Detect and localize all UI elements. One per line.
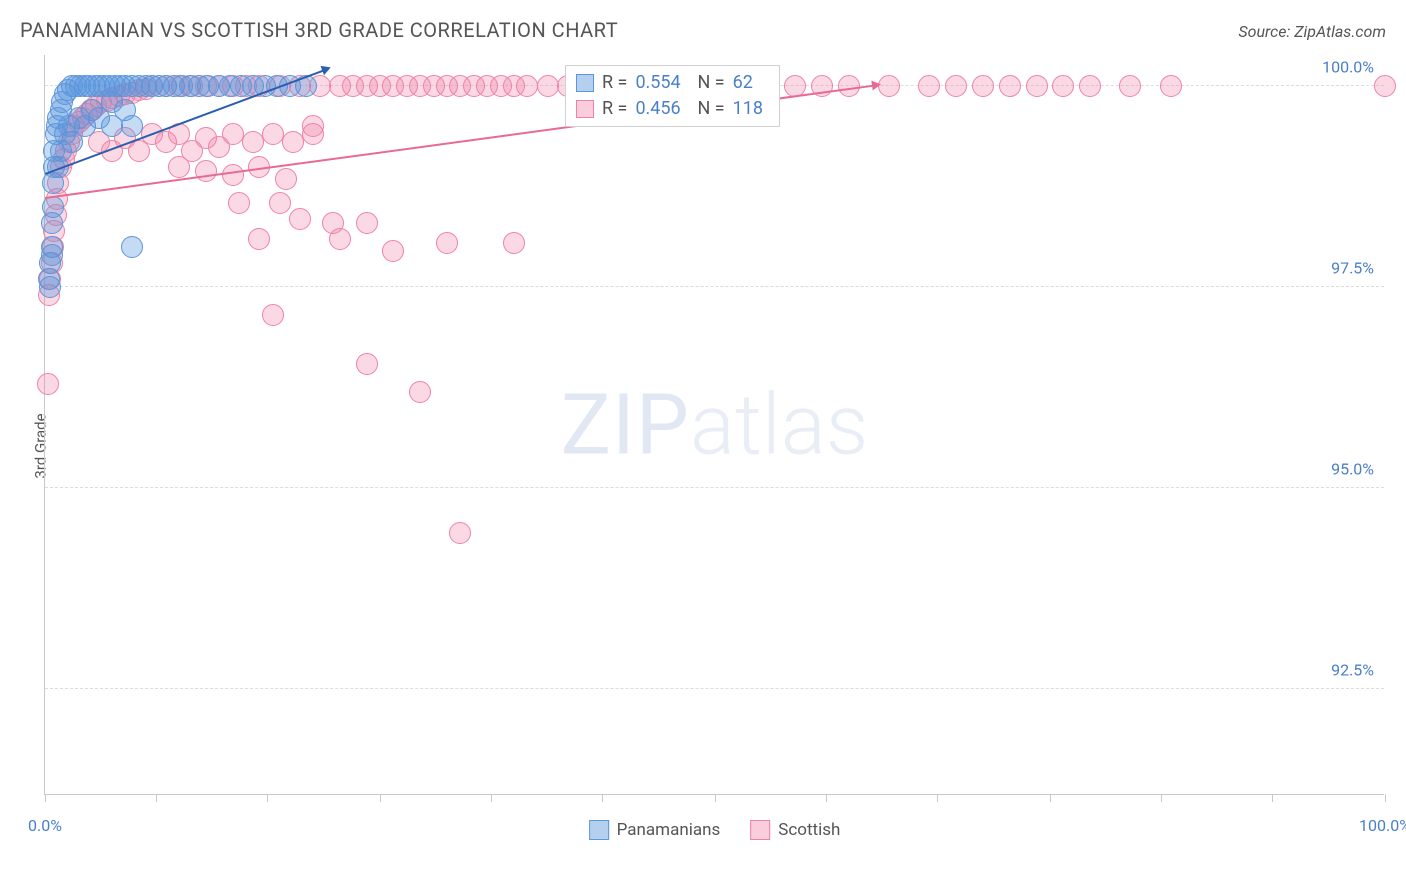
x-tick <box>1385 794 1386 802</box>
x-tick <box>1272 794 1273 802</box>
stat-n-value: 62 <box>733 70 769 96</box>
stat-swatch <box>576 100 594 118</box>
watermark-part2: atlas <box>690 375 869 474</box>
x-tick <box>491 794 492 802</box>
data-point <box>918 75 940 97</box>
chart-title: PANAMANIAN VS SCOTTISH 3RD GRADE CORRELA… <box>20 18 618 42</box>
data-point <box>262 304 284 326</box>
trend-arrow <box>321 63 333 76</box>
x-tick <box>156 794 157 802</box>
chart-header: PANAMANIAN VS SCOTTISH 3RD GRADE CORRELA… <box>0 0 1406 50</box>
data-point <box>409 381 431 403</box>
legend-item: Scottish <box>750 820 840 840</box>
legend-item: Panamanians <box>589 820 721 840</box>
legend-swatch <box>750 820 770 840</box>
data-point <box>228 192 250 214</box>
watermark: ZIPatlas <box>561 375 869 474</box>
data-point <box>282 131 304 153</box>
stat-r-label: R = <box>602 96 627 122</box>
x-tick <box>267 794 268 802</box>
data-point <box>269 192 291 214</box>
data-point <box>356 353 378 375</box>
legend-label: Panamanians <box>617 820 721 840</box>
data-point <box>41 244 63 266</box>
data-point <box>248 228 270 250</box>
stat-n-label: N = <box>697 96 724 122</box>
data-point <box>289 208 311 230</box>
x-tick <box>1050 794 1051 802</box>
x-tick <box>1161 794 1162 802</box>
data-point <box>168 156 190 178</box>
stat-r-value: 0.456 <box>635 96 689 122</box>
data-point <box>503 232 525 254</box>
x-tick <box>45 794 46 802</box>
plot-area: ZIPatlas PanamaniansScottish 92.5%95.0%9… <box>44 55 1384 795</box>
data-point <box>999 75 1021 97</box>
y-tick-label: 97.5% <box>1331 259 1374 278</box>
stat-r-value: 0.554 <box>635 70 689 96</box>
data-point <box>242 131 264 153</box>
legend-label: Scottish <box>778 820 840 840</box>
data-point <box>222 164 244 186</box>
stat-r-label: R = <box>602 70 627 96</box>
stat-row: R = 0.456 N = 118 <box>576 96 769 122</box>
data-point <box>382 240 404 262</box>
data-point <box>1079 75 1101 97</box>
x-tick <box>826 794 827 802</box>
data-point <box>39 276 61 298</box>
y-tick-label: 92.5% <box>1331 661 1374 680</box>
x-tick <box>380 794 381 802</box>
gridline <box>45 487 1384 488</box>
data-point <box>262 123 284 145</box>
trend-arrow <box>871 80 881 91</box>
y-tick-label: 100.0% <box>1322 58 1374 77</box>
x-tick-label: 0.0% <box>28 816 62 835</box>
data-point <box>302 123 324 145</box>
data-point <box>1374 75 1396 97</box>
correlation-stat-box: R = 0.554 N = 62 R = 0.456 N = 118 <box>565 65 780 127</box>
y-tick-label: 95.0% <box>1331 460 1374 479</box>
data-point <box>1026 75 1048 97</box>
data-point <box>37 373 59 395</box>
data-point <box>537 75 559 97</box>
legend-swatch <box>589 820 609 840</box>
x-tick <box>602 794 603 802</box>
data-point <box>42 196 64 218</box>
gridline <box>45 286 1384 287</box>
watermark-part1: ZIP <box>561 375 690 474</box>
data-point <box>516 75 538 97</box>
x-tick <box>715 794 716 802</box>
data-point <box>356 212 378 234</box>
stat-n-value: 118 <box>733 96 769 122</box>
data-point <box>1052 75 1074 97</box>
stat-row: R = 0.554 N = 62 <box>576 70 769 96</box>
data-point <box>878 75 900 97</box>
data-point <box>449 522 471 544</box>
data-point <box>121 236 143 258</box>
data-point <box>275 168 297 190</box>
data-point <box>1160 75 1182 97</box>
data-point <box>945 75 967 97</box>
chart-source: Source: ZipAtlas.com <box>1238 22 1386 41</box>
data-point <box>436 232 458 254</box>
legend: Panamanians Scottish <box>589 820 841 840</box>
data-point <box>1119 75 1141 97</box>
data-point <box>329 228 351 250</box>
data-point <box>121 115 143 137</box>
x-tick-label: 100.0% <box>1359 816 1406 835</box>
stat-n-label: N = <box>697 70 724 96</box>
data-point <box>222 123 244 145</box>
data-point <box>195 160 217 182</box>
gridline <box>45 688 1384 689</box>
data-point <box>972 75 994 97</box>
x-tick <box>937 794 938 802</box>
stat-swatch <box>576 74 594 92</box>
